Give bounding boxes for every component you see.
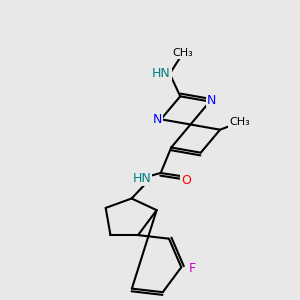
Text: CH₃: CH₃: [173, 48, 194, 58]
Text: HN: HN: [152, 67, 171, 80]
Text: HN: HN: [133, 172, 152, 185]
Text: N: N: [207, 94, 216, 106]
Text: O: O: [181, 174, 191, 187]
Text: F: F: [189, 262, 196, 275]
Text: CH₃: CH₃: [229, 117, 250, 127]
Text: N: N: [153, 113, 162, 126]
